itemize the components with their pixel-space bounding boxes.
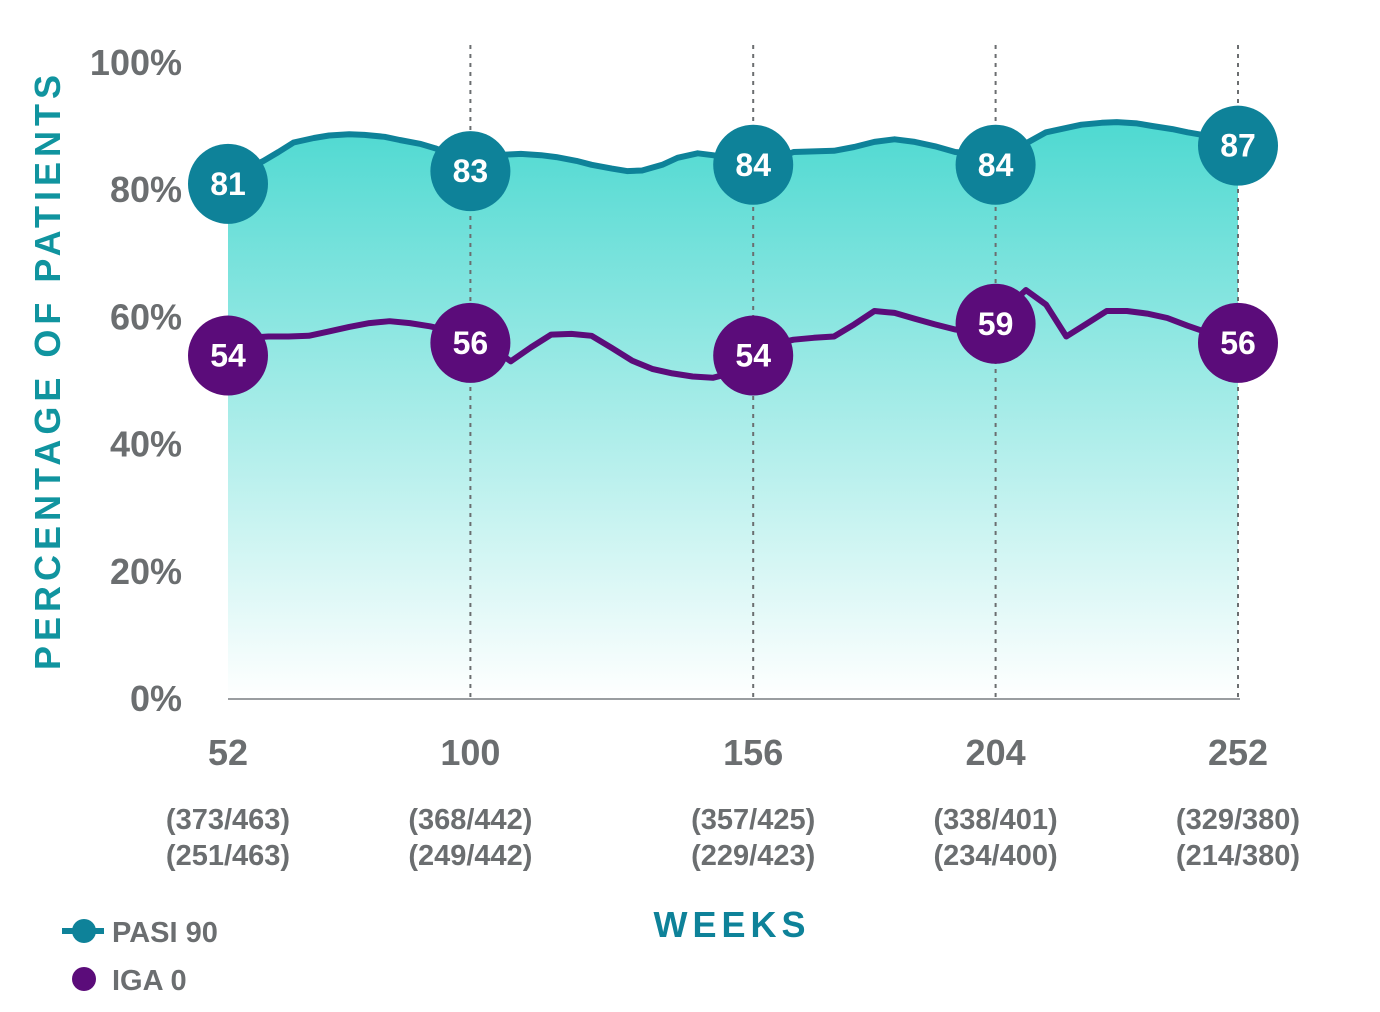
x-count-pasi-90: (373/463) <box>166 804 290 836</box>
legend-item-iga-0: IGA 0 <box>72 965 187 997</box>
pasi-90-point: 87 <box>1198 105 1278 186</box>
y-tick-label: 40% <box>110 424 182 465</box>
x-count-pasi-90: (368/442) <box>408 804 532 836</box>
x-count-iga-0: (234/400) <box>934 840 1058 872</box>
pasi-90-point: 81 <box>188 143 268 224</box>
pasi-90-marker <box>713 124 794 205</box>
iga-0-marker <box>955 283 1036 364</box>
y-tick-label: 60% <box>110 296 182 337</box>
x-tick-label: 156 <box>723 732 783 773</box>
x-count-iga-0: (214/380) <box>1176 840 1300 872</box>
pasi-90-point: 84 <box>955 124 1036 205</box>
y-axis-title: PERCENTAGE OF PATIENTS <box>27 70 68 670</box>
x-axis-title: WEEKS <box>653 904 810 945</box>
iga-0-marker <box>188 315 268 396</box>
legend-label: IGA 0 <box>112 965 187 997</box>
legend-dot-icon <box>72 967 96 991</box>
x-count-pasi-90: (329/380) <box>1176 804 1300 836</box>
pasi-90-point: 84 <box>713 124 794 205</box>
pasi-90-data-label: 87 <box>1220 128 1256 164</box>
iga-0-point: 56 <box>1198 302 1278 383</box>
pasi-90-marker <box>188 143 268 224</box>
pasi-90-marker <box>1198 105 1278 186</box>
x-tick-label: 52 <box>208 732 248 773</box>
x-count-pasi-90: (357/425) <box>691 804 815 836</box>
legend-label: PASI 90 <box>112 917 218 949</box>
iga-0-point: 54 <box>713 315 794 396</box>
pasi-90-line <box>226 119 1240 187</box>
pasi-90-area <box>228 122 1238 700</box>
iga-0-data-label: 54 <box>735 338 771 374</box>
iga-0-point: 59 <box>955 283 1036 364</box>
pasi-90-data-label: 84 <box>978 147 1014 183</box>
pasi-90-marker <box>430 131 511 212</box>
iga-0-data-label: 54 <box>210 338 246 374</box>
legend-item-pasi-90: PASI 90 <box>62 917 218 949</box>
x-tick-label: 252 <box>1208 732 1268 773</box>
legend: PASI 90 IGA 0 <box>62 917 218 997</box>
pasi-90-data-label: 84 <box>735 147 771 183</box>
x-count-iga-0: (249/442) <box>408 840 532 872</box>
x-count-iga-0: (251/463) <box>166 840 290 872</box>
iga-0-data-label: 56 <box>1220 325 1256 361</box>
iga-0-point: 54 <box>188 315 268 396</box>
pasi-90-marker <box>955 124 1036 205</box>
legend-dot-icon <box>72 919 96 943</box>
y-tick-label: 20% <box>110 551 182 592</box>
pasi-90-point: 83 <box>430 131 511 212</box>
iga-0-marker <box>713 315 794 396</box>
x-count-pasi-90: (338/401) <box>934 804 1058 836</box>
iga-0-marker <box>430 302 511 383</box>
y-tick-label: 80% <box>110 169 182 210</box>
iga-0-data-label: 56 <box>453 325 489 361</box>
y-tick-label: 0% <box>130 678 182 719</box>
y-tick-label: 100% <box>90 42 182 83</box>
iga-0-marker <box>1198 302 1278 383</box>
iga-0-point: 56 <box>430 302 511 383</box>
pasi-90-data-label: 81 <box>210 166 246 202</box>
pasi-90-data-label: 83 <box>453 153 489 189</box>
x-tick-label: 100 <box>440 732 500 773</box>
x-tick-label: 204 <box>966 732 1026 773</box>
x-count-iga-0: (229/423) <box>691 840 815 872</box>
iga-0-data-label: 59 <box>978 306 1014 342</box>
